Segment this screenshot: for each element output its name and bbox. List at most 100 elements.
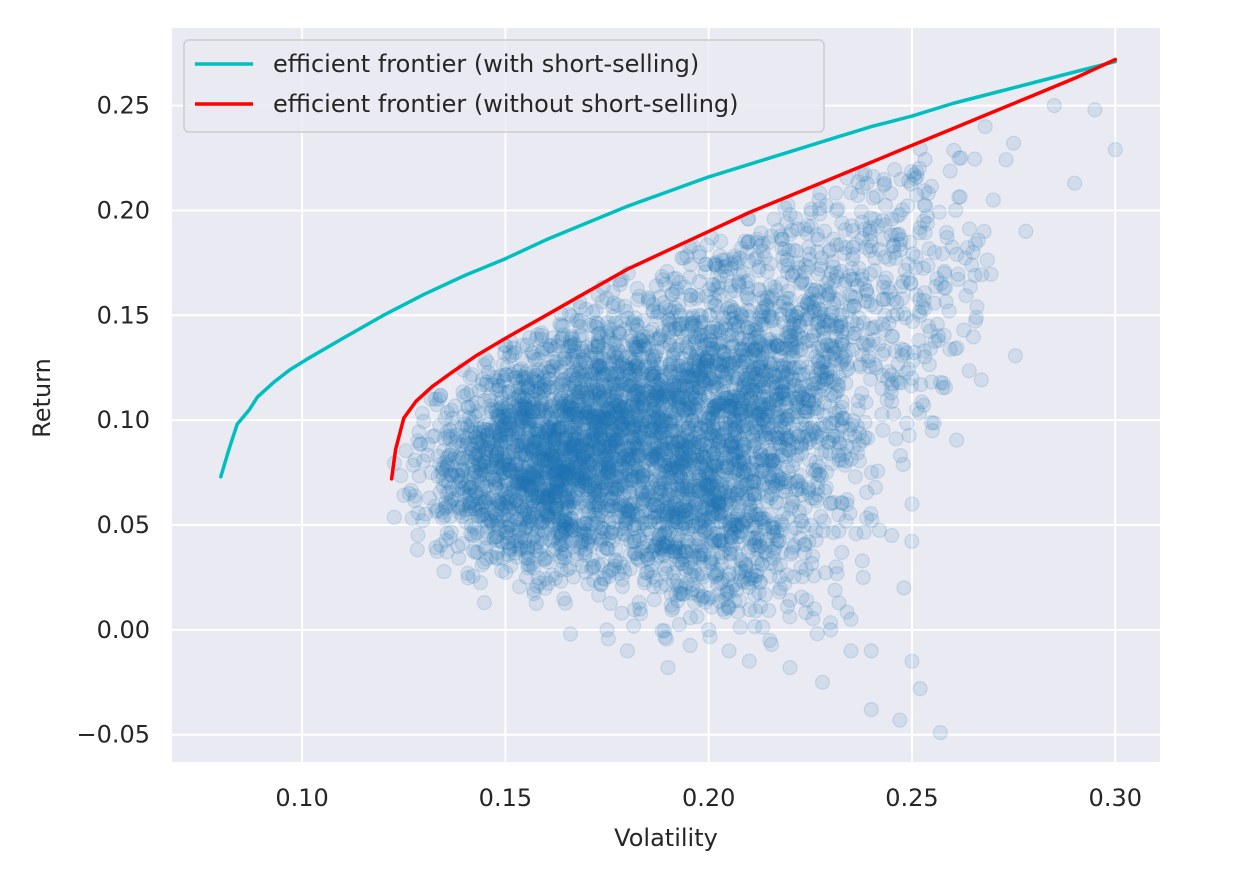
scatter-point xyxy=(976,223,992,240)
scatter-point xyxy=(774,374,790,390)
scatter-point xyxy=(643,441,660,457)
scatter-point xyxy=(657,629,673,645)
scatter-point xyxy=(755,236,771,252)
scatter-point xyxy=(554,525,570,542)
scatter-point xyxy=(623,439,639,455)
scatter-point xyxy=(768,379,784,395)
scatter-point xyxy=(570,393,587,409)
scatter-point xyxy=(543,406,560,422)
scatter-point xyxy=(628,449,645,465)
scatter-point xyxy=(644,451,660,468)
scatter-point xyxy=(653,484,669,500)
scatter-point xyxy=(736,391,752,407)
scatter-point xyxy=(810,266,826,282)
scatter-point xyxy=(462,437,478,453)
scatter-point xyxy=(698,522,714,538)
scatter-point xyxy=(624,469,641,485)
scatter-point xyxy=(549,473,565,489)
scatter-point xyxy=(556,591,572,607)
scatter-point xyxy=(534,415,551,432)
scatter-point xyxy=(653,445,669,461)
scatter-point xyxy=(519,431,536,448)
scatter-point xyxy=(661,524,678,541)
scatter-point xyxy=(534,327,550,344)
grid xyxy=(172,28,1160,762)
scatter-point xyxy=(657,276,673,292)
scatter-point xyxy=(437,410,453,426)
scatter-point xyxy=(778,431,794,447)
scatter-point xyxy=(605,376,621,392)
scatter-point xyxy=(690,288,706,304)
scatter-point xyxy=(660,487,676,503)
scatter-point xyxy=(677,369,694,385)
scatter-point xyxy=(462,495,478,511)
scatter-point xyxy=(511,579,528,595)
scatter-point xyxy=(533,331,550,347)
scatter-point xyxy=(612,417,629,433)
scatter-point xyxy=(701,341,717,357)
scatter-point xyxy=(764,445,780,461)
scatter-point xyxy=(584,446,601,463)
scatter-point xyxy=(567,500,583,516)
scatter-point xyxy=(626,421,642,437)
scatter-point xyxy=(668,587,684,603)
scatter-point xyxy=(874,406,890,423)
scatter-point xyxy=(505,385,521,401)
scatter-point xyxy=(795,366,811,383)
scatter-point xyxy=(635,408,651,424)
scatter-point xyxy=(581,433,597,449)
scatter-point xyxy=(677,454,693,470)
scatter-point xyxy=(810,459,827,475)
scatter-point xyxy=(556,472,572,488)
scatter-point xyxy=(576,402,592,418)
scatter-point xyxy=(648,383,664,399)
scatter-point xyxy=(651,303,668,320)
scatter-point xyxy=(637,487,654,503)
scatter-point xyxy=(553,375,569,392)
scatter-point xyxy=(717,509,733,526)
scatter-point xyxy=(653,360,669,376)
scatter-point xyxy=(741,291,757,307)
scatter-point xyxy=(777,200,793,216)
scatter-point xyxy=(595,364,611,380)
scatter-point xyxy=(474,376,490,392)
scatter-point xyxy=(590,339,606,355)
scatter-point xyxy=(556,512,573,528)
scatter-point xyxy=(537,580,553,596)
scatter-point xyxy=(592,359,608,376)
scatter-point xyxy=(702,490,718,507)
scatter-point xyxy=(545,354,561,371)
scatter-point xyxy=(722,487,739,503)
scatter-point xyxy=(825,428,841,444)
scatter-point xyxy=(621,498,637,514)
scatter-point xyxy=(707,297,723,313)
scatter-point xyxy=(577,373,593,389)
scatter-point xyxy=(847,428,863,445)
scatter-point xyxy=(627,533,643,550)
scatter-point xyxy=(734,405,750,421)
scatter-point xyxy=(502,416,518,432)
scatter-point xyxy=(519,337,535,353)
scatter-point xyxy=(553,537,569,554)
scatter-point xyxy=(554,545,570,561)
scatter-point xyxy=(766,520,782,536)
scatter-point xyxy=(525,465,541,481)
scatter-point xyxy=(595,542,611,559)
scatter-point xyxy=(590,557,606,573)
scatter-point xyxy=(440,429,456,445)
scatter-point xyxy=(800,333,816,349)
scatter-point xyxy=(684,368,700,384)
scatter-point xyxy=(483,513,500,529)
scatter-point xyxy=(659,389,676,405)
scatter-point xyxy=(616,498,633,514)
scatter-point xyxy=(692,365,708,382)
scatter-point xyxy=(699,422,715,438)
scatter-point xyxy=(859,430,876,446)
scatter-point xyxy=(645,402,661,418)
scatter-point xyxy=(699,237,715,253)
scatter-point xyxy=(454,451,470,467)
scatter-point xyxy=(914,394,930,410)
scatter-point xyxy=(801,239,817,255)
scatter-point xyxy=(527,373,543,389)
